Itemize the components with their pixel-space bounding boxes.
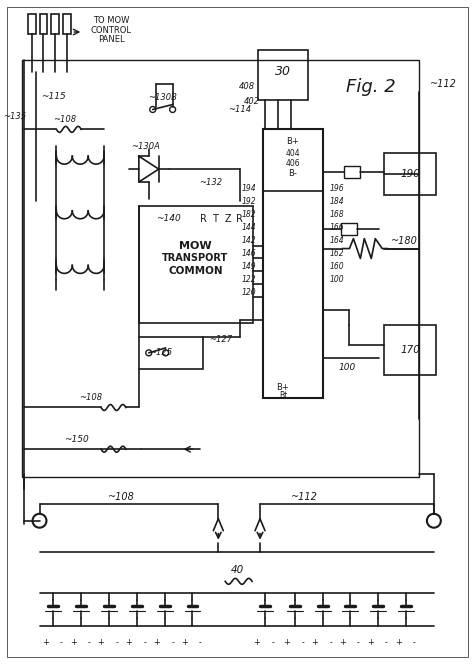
Bar [22,60,419,477]
Text: B+: B+ [286,137,299,146]
Text: 30: 30 [275,65,291,78]
Text: ~140: ~140 [156,214,181,223]
Text: +: + [181,638,188,647]
Text: 192: 192 [241,197,256,207]
Text: -: - [357,638,360,647]
Text: Bt: Bt [279,391,287,400]
Text: ~115: ~115 [42,92,66,101]
Text: ~130B: ~130B [148,93,177,102]
Bar [345,166,360,178]
Bar [39,14,47,34]
Text: B-: B- [288,169,297,177]
Text: 170: 170 [400,345,420,355]
Text: ~114: ~114 [228,105,252,114]
Text: ~127: ~127 [209,335,232,345]
Text: -: - [116,638,118,647]
Text: +: + [339,638,346,647]
Bar [64,14,71,34]
Bar [341,222,357,234]
Text: ~125: ~125 [149,349,172,357]
Text: -: - [171,638,174,647]
Text: 144: 144 [241,223,256,232]
Text: +: + [311,638,318,647]
Text: -: - [272,638,274,647]
Bar [384,153,436,195]
Text: 162: 162 [329,249,344,258]
Text: ~108: ~108 [108,492,135,502]
Text: 122: 122 [241,275,256,284]
Text: Fig. 2: Fig. 2 [346,78,396,96]
Text: +: + [153,638,160,647]
Text: Z: Z [224,214,231,224]
Text: R: R [201,214,207,224]
Text: -: - [413,638,415,647]
Text: 164: 164 [329,236,344,245]
Text: MOW: MOW [179,240,212,250]
Text: 406: 406 [285,159,300,167]
Text: TO MOW: TO MOW [93,15,129,25]
Text: 184: 184 [329,197,344,207]
Text: 194: 194 [241,185,256,193]
Text: 149: 149 [241,262,256,271]
Text: 182: 182 [241,210,256,219]
Text: T: T [212,214,218,224]
Text: 146: 146 [241,249,256,258]
Text: 404: 404 [285,149,300,157]
Text: ~180: ~180 [391,236,418,246]
Text: ~108: ~108 [53,115,76,124]
Text: ~130A: ~130A [131,141,160,151]
Text: +: + [367,638,374,647]
Text: 120: 120 [241,288,256,297]
Text: TRANSPORT: TRANSPORT [162,254,228,264]
Text: -: - [60,638,63,647]
Text: -: - [385,638,388,647]
Text: ~132: ~132 [199,179,222,187]
Bar [258,50,308,100]
Text: -: - [88,638,91,647]
Text: 166: 166 [329,223,344,232]
Text: 408: 408 [239,82,255,91]
Text: 196: 196 [329,185,344,193]
Text: CONTROL: CONTROL [91,25,131,35]
Text: -: - [199,638,202,647]
Text: 168: 168 [329,210,344,219]
Text: -: - [144,638,146,647]
Text: -: - [329,638,332,647]
Bar [384,325,436,374]
Text: B+: B+ [276,383,289,392]
Text: 402: 402 [244,97,260,106]
Text: +: + [395,638,401,647]
Bar [263,129,323,398]
Text: -: - [301,638,304,647]
Text: 160: 160 [329,262,344,271]
Text: ~112: ~112 [292,492,318,502]
Text: PANEL: PANEL [98,35,124,44]
Text: +: + [126,638,132,647]
Text: ~112: ~112 [430,78,457,89]
Bar [139,206,253,323]
Text: ~150: ~150 [64,435,89,444]
Text: ~135: ~135 [3,112,26,121]
Text: +: + [254,638,261,647]
Text: 100: 100 [339,363,356,373]
Text: +: + [98,638,105,647]
Text: COMMON: COMMON [168,266,223,276]
Text: R: R [236,214,243,224]
Text: 100: 100 [329,275,344,284]
Text: ~108: ~108 [80,393,103,402]
Text: 142: 142 [241,236,256,245]
Text: 190: 190 [400,169,420,179]
Text: 40: 40 [230,566,244,576]
Bar [139,337,203,369]
Text: +: + [283,638,290,647]
Text: +: + [70,638,77,647]
Bar [27,14,36,34]
Text: +: + [42,638,49,647]
Bar [51,14,59,34]
